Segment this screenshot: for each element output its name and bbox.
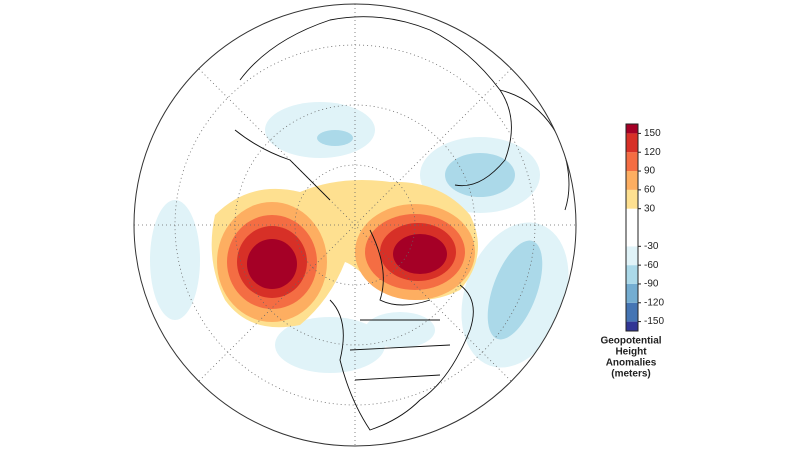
colorbar-band	[626, 171, 638, 190]
colorbar-tick-label: 90	[644, 166, 656, 177]
colorbar-band	[626, 189, 638, 209]
colorbar-tick-label: 30	[644, 203, 656, 214]
colorbar-tick-label: -120	[644, 297, 664, 308]
colorbar-band	[626, 265, 638, 284]
colorbar-frame	[625, 123, 639, 332]
colorbar-band	[626, 208, 638, 247]
colorbar-label: Height	[615, 347, 647, 358]
colorbar-band	[626, 302, 638, 322]
colorbar-label: Geopotential	[600, 336, 661, 347]
colorbar-label: (meters)	[611, 369, 650, 380]
colorbar-tick-label: -150	[644, 316, 664, 327]
colorbar-tick-label: -30	[644, 241, 659, 252]
colorbar-band	[626, 246, 638, 266]
colorbar-tick-label: -60	[644, 260, 659, 271]
map	[134, 4, 576, 446]
globe-outline	[133, 3, 577, 447]
colorbar-tick-label: -90	[644, 279, 659, 290]
colorbar: 150 120 90 60 30 -30 -60 -90 -120 -150 Geopotentia…	[600, 123, 664, 380]
colorbar-tick-label: 150	[644, 128, 661, 139]
colorbar-band	[626, 321, 638, 331]
colorbar-band	[626, 124, 638, 134]
colorbar-band	[626, 283, 638, 303]
colorbar-band	[626, 152, 638, 172]
colorbar-tick-label: 60	[644, 185, 656, 196]
colorbar-band	[626, 133, 638, 153]
colorbar-label: Anomalies	[606, 358, 657, 369]
colorbar-tick-label: 120	[644, 147, 661, 158]
